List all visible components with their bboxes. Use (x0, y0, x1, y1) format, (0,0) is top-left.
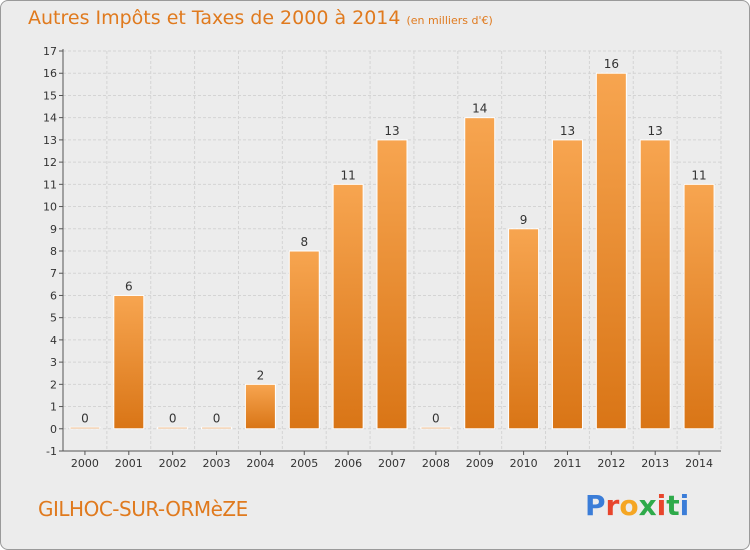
x-tick-label: 2010 (510, 457, 538, 470)
bar (332, 183, 364, 430)
y-tick-label: 12 (43, 156, 57, 169)
y-tick-label: 14 (43, 112, 57, 125)
y-tick-label: 15 (43, 89, 57, 102)
bar (288, 250, 320, 430)
gridlines (62, 50, 722, 452)
proxiti-logo: Proxiti (585, 489, 689, 522)
x-tick-label: 2013 (641, 457, 669, 470)
bar (157, 426, 189, 430)
data-label: 8 (300, 235, 308, 249)
x-tick-label: 2001 (115, 457, 143, 470)
chart-title: Autres Impôts et Taxes de 2000 à 2014 (en… (28, 7, 493, 29)
x-tick-label: 2011 (553, 457, 581, 470)
y-tick-label: -1 (46, 445, 57, 458)
data-label: 0 (213, 411, 221, 425)
data-label: 11 (340, 168, 355, 182)
logo-letter: x (638, 489, 657, 522)
bar (244, 383, 276, 430)
data-label: 2 (257, 368, 265, 382)
x-tick-label: 2008 (422, 457, 450, 470)
data-label: 14 (472, 102, 487, 116)
logo-letter: o (619, 489, 639, 522)
bar (551, 139, 583, 430)
bar (69, 426, 101, 430)
y-tick-label: 4 (50, 334, 57, 347)
bar (201, 426, 233, 430)
y-tick-label: 6 (50, 289, 57, 302)
bar (683, 183, 715, 430)
data-label: 11 (691, 168, 706, 182)
data-label: 13 (648, 124, 663, 138)
data-label: 0 (169, 411, 177, 425)
logo-letter: r (605, 489, 620, 522)
x-tick-label: 2004 (246, 457, 274, 470)
data-label: 0 (432, 411, 440, 425)
data-label: 6 (125, 279, 133, 293)
bar (420, 426, 452, 430)
data-labels: 0 6 0 0 2 8 11 13 0 14 9 13 16 13 11 (81, 57, 707, 425)
logo-letter: i (656, 489, 667, 522)
y-tick-label: 5 (50, 312, 57, 325)
bar (464, 117, 496, 430)
x-tick-label: 2003 (203, 457, 231, 470)
y-tick-label: 3 (50, 356, 57, 369)
data-label: 13 (560, 124, 575, 138)
bar (508, 228, 540, 430)
chart-title-text: Autres Impôts et Taxes de 2000 à 2014 (28, 7, 401, 29)
x-tick-label: 2000 (71, 457, 99, 470)
data-label: 13 (384, 124, 399, 138)
y-tick-label: 11 (43, 178, 57, 191)
x-tick-label: 2002 (159, 457, 187, 470)
x-tick-label: 2014 (685, 457, 713, 470)
x-tick-label: 2005 (290, 457, 318, 470)
bars (69, 72, 715, 430)
data-label: 0 (81, 411, 89, 425)
bar (376, 139, 408, 430)
data-label: 16 (604, 57, 619, 71)
x-tick-label: 2007 (378, 457, 406, 470)
bar (113, 294, 145, 430)
logo-letter: P (585, 489, 606, 522)
x-tick-label: 2006 (334, 457, 362, 470)
bar (639, 139, 671, 430)
y-tick-label: 9 (50, 223, 57, 236)
logo-letter: i (679, 489, 690, 522)
y-tick-label: 17 (43, 45, 57, 58)
commune-name: GILHOC-SUR-ORMèZE (38, 497, 248, 521)
chart-unit: (en milliers d'€) (406, 14, 493, 27)
y-tick-label: 10 (43, 201, 57, 214)
x-tick-label: 2009 (466, 457, 494, 470)
bar (595, 72, 627, 430)
x-tick-label: 2012 (597, 457, 625, 470)
y-tick-label: 16 (43, 67, 57, 80)
y-tick-label: 13 (43, 134, 57, 147)
y-tick-label: 2 (50, 378, 57, 391)
data-label: 9 (520, 213, 528, 227)
y-tick-label: 1 (50, 401, 57, 414)
logo-letter: t (666, 489, 680, 522)
y-tick-label: 7 (50, 267, 57, 280)
y-tick-label: 0 (50, 423, 57, 436)
y-tick-label: 8 (50, 245, 57, 258)
